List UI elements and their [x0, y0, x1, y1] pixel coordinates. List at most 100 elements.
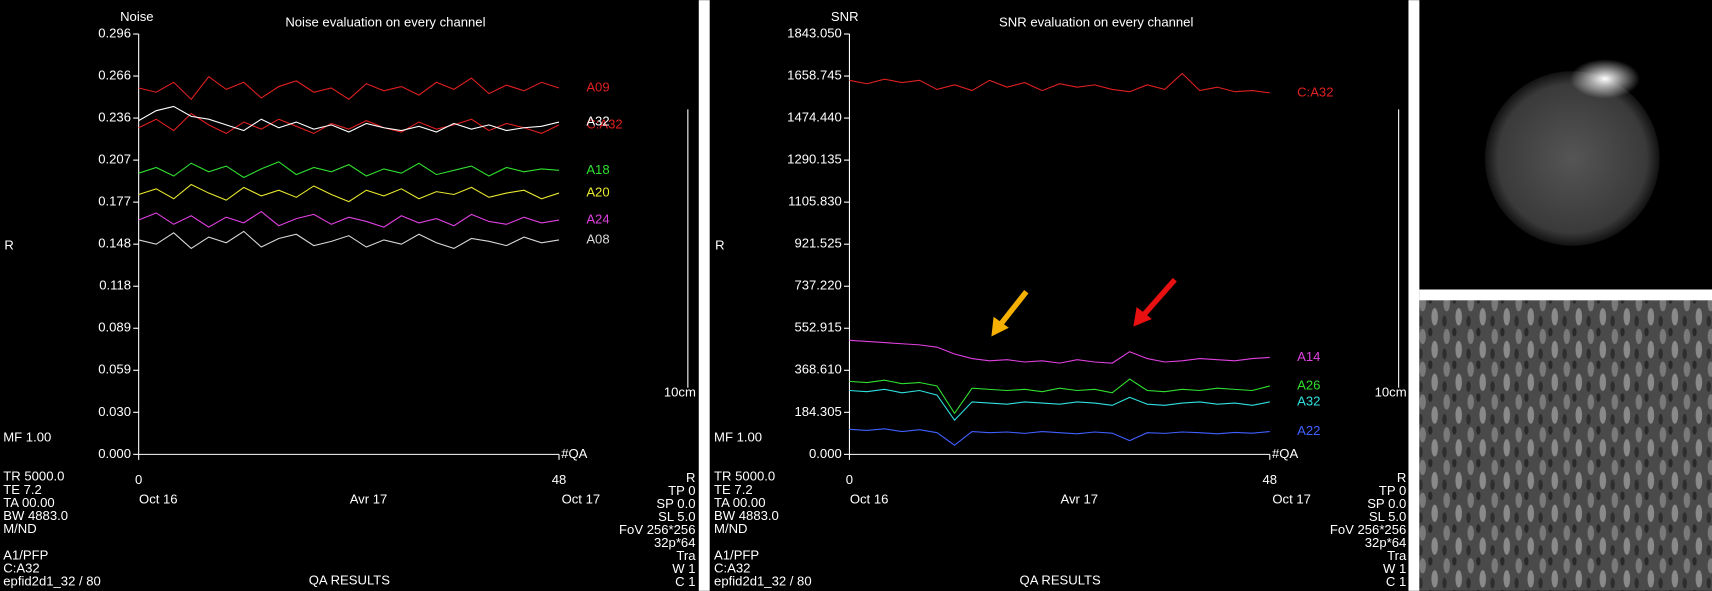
param: TR 5000.0 — [3, 469, 64, 484]
y-tick-label: 1105.830 — [788, 194, 842, 209]
arrow-head — [991, 316, 1009, 337]
param: C 1 — [675, 574, 695, 589]
date-label: Avr 17 — [350, 492, 388, 507]
series-line — [138, 75, 560, 101]
y-axis-title: Noise — [120, 9, 153, 24]
scale-label: 10cm — [1375, 385, 1407, 400]
y-tick-label: 0.177 — [98, 194, 131, 209]
param: TP 0 — [1379, 483, 1406, 498]
chart-title: Noise evaluation on every channel — [285, 15, 485, 30]
phantom-highlight — [1570, 59, 1640, 99]
series-line — [138, 210, 560, 228]
protocol: epfid2d1_32 / 80 — [3, 574, 101, 589]
legend-label: A09 — [586, 79, 609, 94]
phantom-image — [1484, 71, 1660, 246]
y-tick-label: 368.610 — [794, 362, 841, 377]
legend-label: A22 — [1297, 423, 1320, 438]
param: M/ND — [3, 521, 36, 536]
x-tick-label: 0 — [135, 472, 142, 487]
y-tick-label: 552.915 — [794, 320, 841, 335]
y-tick-label: 1474.440 — [787, 110, 842, 125]
y-tick-label: 1290.135 — [787, 152, 842, 167]
series-line — [138, 112, 560, 135]
y-tick-label: 0.000 — [98, 446, 131, 461]
series-line — [138, 230, 560, 250]
y-tick-label: 737.220 — [794, 278, 841, 293]
param: 32p*64 — [654, 535, 696, 550]
arrow — [995, 289, 1029, 330]
arrow-head — [1133, 306, 1152, 327]
date-label: Avr 17 — [1060, 492, 1098, 507]
series-line — [138, 183, 560, 203]
series-line — [138, 105, 560, 133]
param: SL 5.0 — [658, 509, 695, 524]
y-tick-label: 0.266 — [98, 67, 131, 82]
param: TP 0 — [668, 483, 695, 498]
param: TR 5000.0 — [714, 469, 775, 484]
param: R — [686, 470, 695, 485]
protocol: A1/PFP — [3, 547, 48, 562]
param: TE 7.2 — [3, 482, 42, 497]
y-tick-label: 0.000 — [809, 446, 842, 461]
y-tick-label: 184.305 — [794, 404, 841, 419]
legend-label: A32 — [1297, 393, 1320, 408]
protocol: C:A32 — [714, 560, 750, 575]
x-axis-title: #QA — [561, 446, 587, 461]
legend-label: C:A32 — [586, 116, 622, 131]
y-axis-title: SNR — [831, 9, 859, 24]
y-tick-label: 921.525 — [794, 236, 841, 251]
x-axis-title: #QA — [1272, 446, 1298, 461]
param: TA 00.00 — [3, 495, 54, 510]
param: BW 4883.0 — [3, 508, 68, 523]
separator — [1408, 0, 1420, 591]
series-line — [849, 378, 1270, 415]
legend-label: A18 — [586, 162, 609, 177]
y-tick-label: 0.118 — [99, 278, 131, 293]
x-tick-label: 48 — [552, 472, 567, 487]
series-line — [849, 388, 1270, 422]
legend-label: A08 — [586, 231, 609, 246]
mf-label: MF 1.00 — [714, 429, 762, 444]
x-tick-label: 48 — [1263, 472, 1278, 487]
y-tick-label: 1658.745 — [787, 67, 842, 82]
param: SL 5.0 — [1369, 509, 1406, 524]
date-label: Oct 16 — [850, 492, 889, 507]
separator — [1419, 289, 1712, 301]
footer: QA RESULTS — [309, 572, 391, 587]
series-line — [849, 72, 1270, 94]
date-label: Oct 16 — [139, 492, 178, 507]
param: SP 0.0 — [656, 496, 695, 511]
param: TA 00.00 — [714, 495, 765, 510]
param: FoV 256*256 — [1330, 522, 1406, 537]
y-tick-label: 0.089 — [98, 320, 131, 335]
y-tick-label: 0.059 — [98, 362, 131, 377]
separator — [698, 0, 710, 591]
scale-label: 10cm — [664, 385, 696, 400]
legend-label: A26 — [1297, 377, 1320, 392]
orientation-label: R — [715, 237, 724, 252]
y-tick-label: 0.030 — [98, 404, 131, 419]
date-label: Oct 17 — [1272, 492, 1311, 507]
param: SP 0.0 — [1367, 496, 1406, 511]
legend-label: A14 — [1297, 349, 1320, 364]
chart-title: SNR evaluation on every channel — [999, 15, 1193, 30]
param: M/ND — [714, 521, 747, 536]
param: W 1 — [672, 561, 695, 576]
legend-label: A20 — [586, 185, 609, 200]
footer: QA RESULTS — [1020, 572, 1102, 587]
series-line — [138, 161, 560, 179]
protocol: epfid2d1_32 / 80 — [714, 574, 812, 589]
protocol: A1/PFP — [714, 547, 759, 562]
param: TE 7.2 — [714, 482, 753, 497]
protocol: C:A32 — [3, 560, 39, 575]
series-line — [849, 428, 1270, 446]
orientation-label: R — [4, 237, 13, 252]
y-tick-label: 1843.050 — [787, 25, 842, 40]
param: R — [1397, 470, 1406, 485]
y-tick-label: 0.207 — [98, 152, 131, 167]
param: Tra — [676, 548, 696, 563]
param: BW 4883.0 — [714, 508, 779, 523]
series-line — [849, 339, 1270, 364]
